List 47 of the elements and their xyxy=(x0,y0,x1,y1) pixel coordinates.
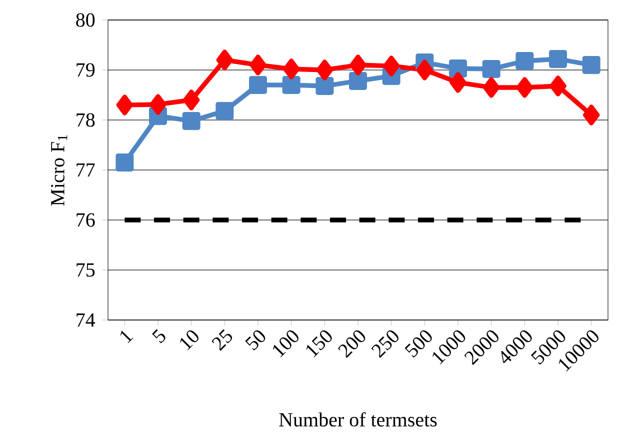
point xyxy=(550,76,566,96)
point xyxy=(216,50,234,70)
x-tick-label: 10 xyxy=(180,330,198,350)
y-tick-label: 75 xyxy=(76,263,95,277)
point xyxy=(382,56,400,76)
x-tick-label: 200 xyxy=(338,330,366,358)
point xyxy=(482,60,500,78)
x-tick-label: 4000 xyxy=(501,330,532,364)
point xyxy=(582,56,600,74)
point xyxy=(182,112,200,130)
point xyxy=(416,60,433,80)
point xyxy=(116,153,134,172)
y-tick-label: 77 xyxy=(76,163,95,177)
x-axis-title: Number of termsets xyxy=(279,412,437,427)
y-tick-label: 74 xyxy=(76,313,96,327)
point xyxy=(548,50,567,68)
y-tick-label: 78 xyxy=(76,113,95,127)
y-tick-label: 79 xyxy=(76,63,95,77)
point xyxy=(283,58,300,80)
x-tick-label: 5 xyxy=(152,329,166,344)
x-tick-label: 100 xyxy=(273,330,298,358)
point xyxy=(450,72,466,93)
point xyxy=(448,59,467,78)
point xyxy=(316,60,334,80)
point xyxy=(350,54,366,76)
y-tick-label: 76 xyxy=(76,213,95,227)
x-tick-label: 25 xyxy=(212,329,232,351)
x-tick-label: 250 xyxy=(371,330,398,358)
x-tick-label: 150 xyxy=(306,330,332,358)
y-tick-label: 80 xyxy=(76,13,95,27)
x-tick-label: 50 xyxy=(245,330,266,350)
point xyxy=(516,77,533,98)
point xyxy=(282,76,300,94)
point xyxy=(316,76,334,95)
point xyxy=(116,94,134,116)
point xyxy=(482,77,500,98)
point xyxy=(349,72,367,90)
point xyxy=(516,52,534,70)
point xyxy=(250,54,266,76)
x-tick-label: 500 xyxy=(404,330,432,358)
point xyxy=(183,90,200,110)
point xyxy=(249,76,268,94)
x-tick-label: 1 xyxy=(120,330,134,344)
y-axis-title: Micro F$_{1}$ xyxy=(51,135,68,206)
point xyxy=(582,104,600,126)
point xyxy=(150,94,166,115)
point xyxy=(216,102,234,120)
